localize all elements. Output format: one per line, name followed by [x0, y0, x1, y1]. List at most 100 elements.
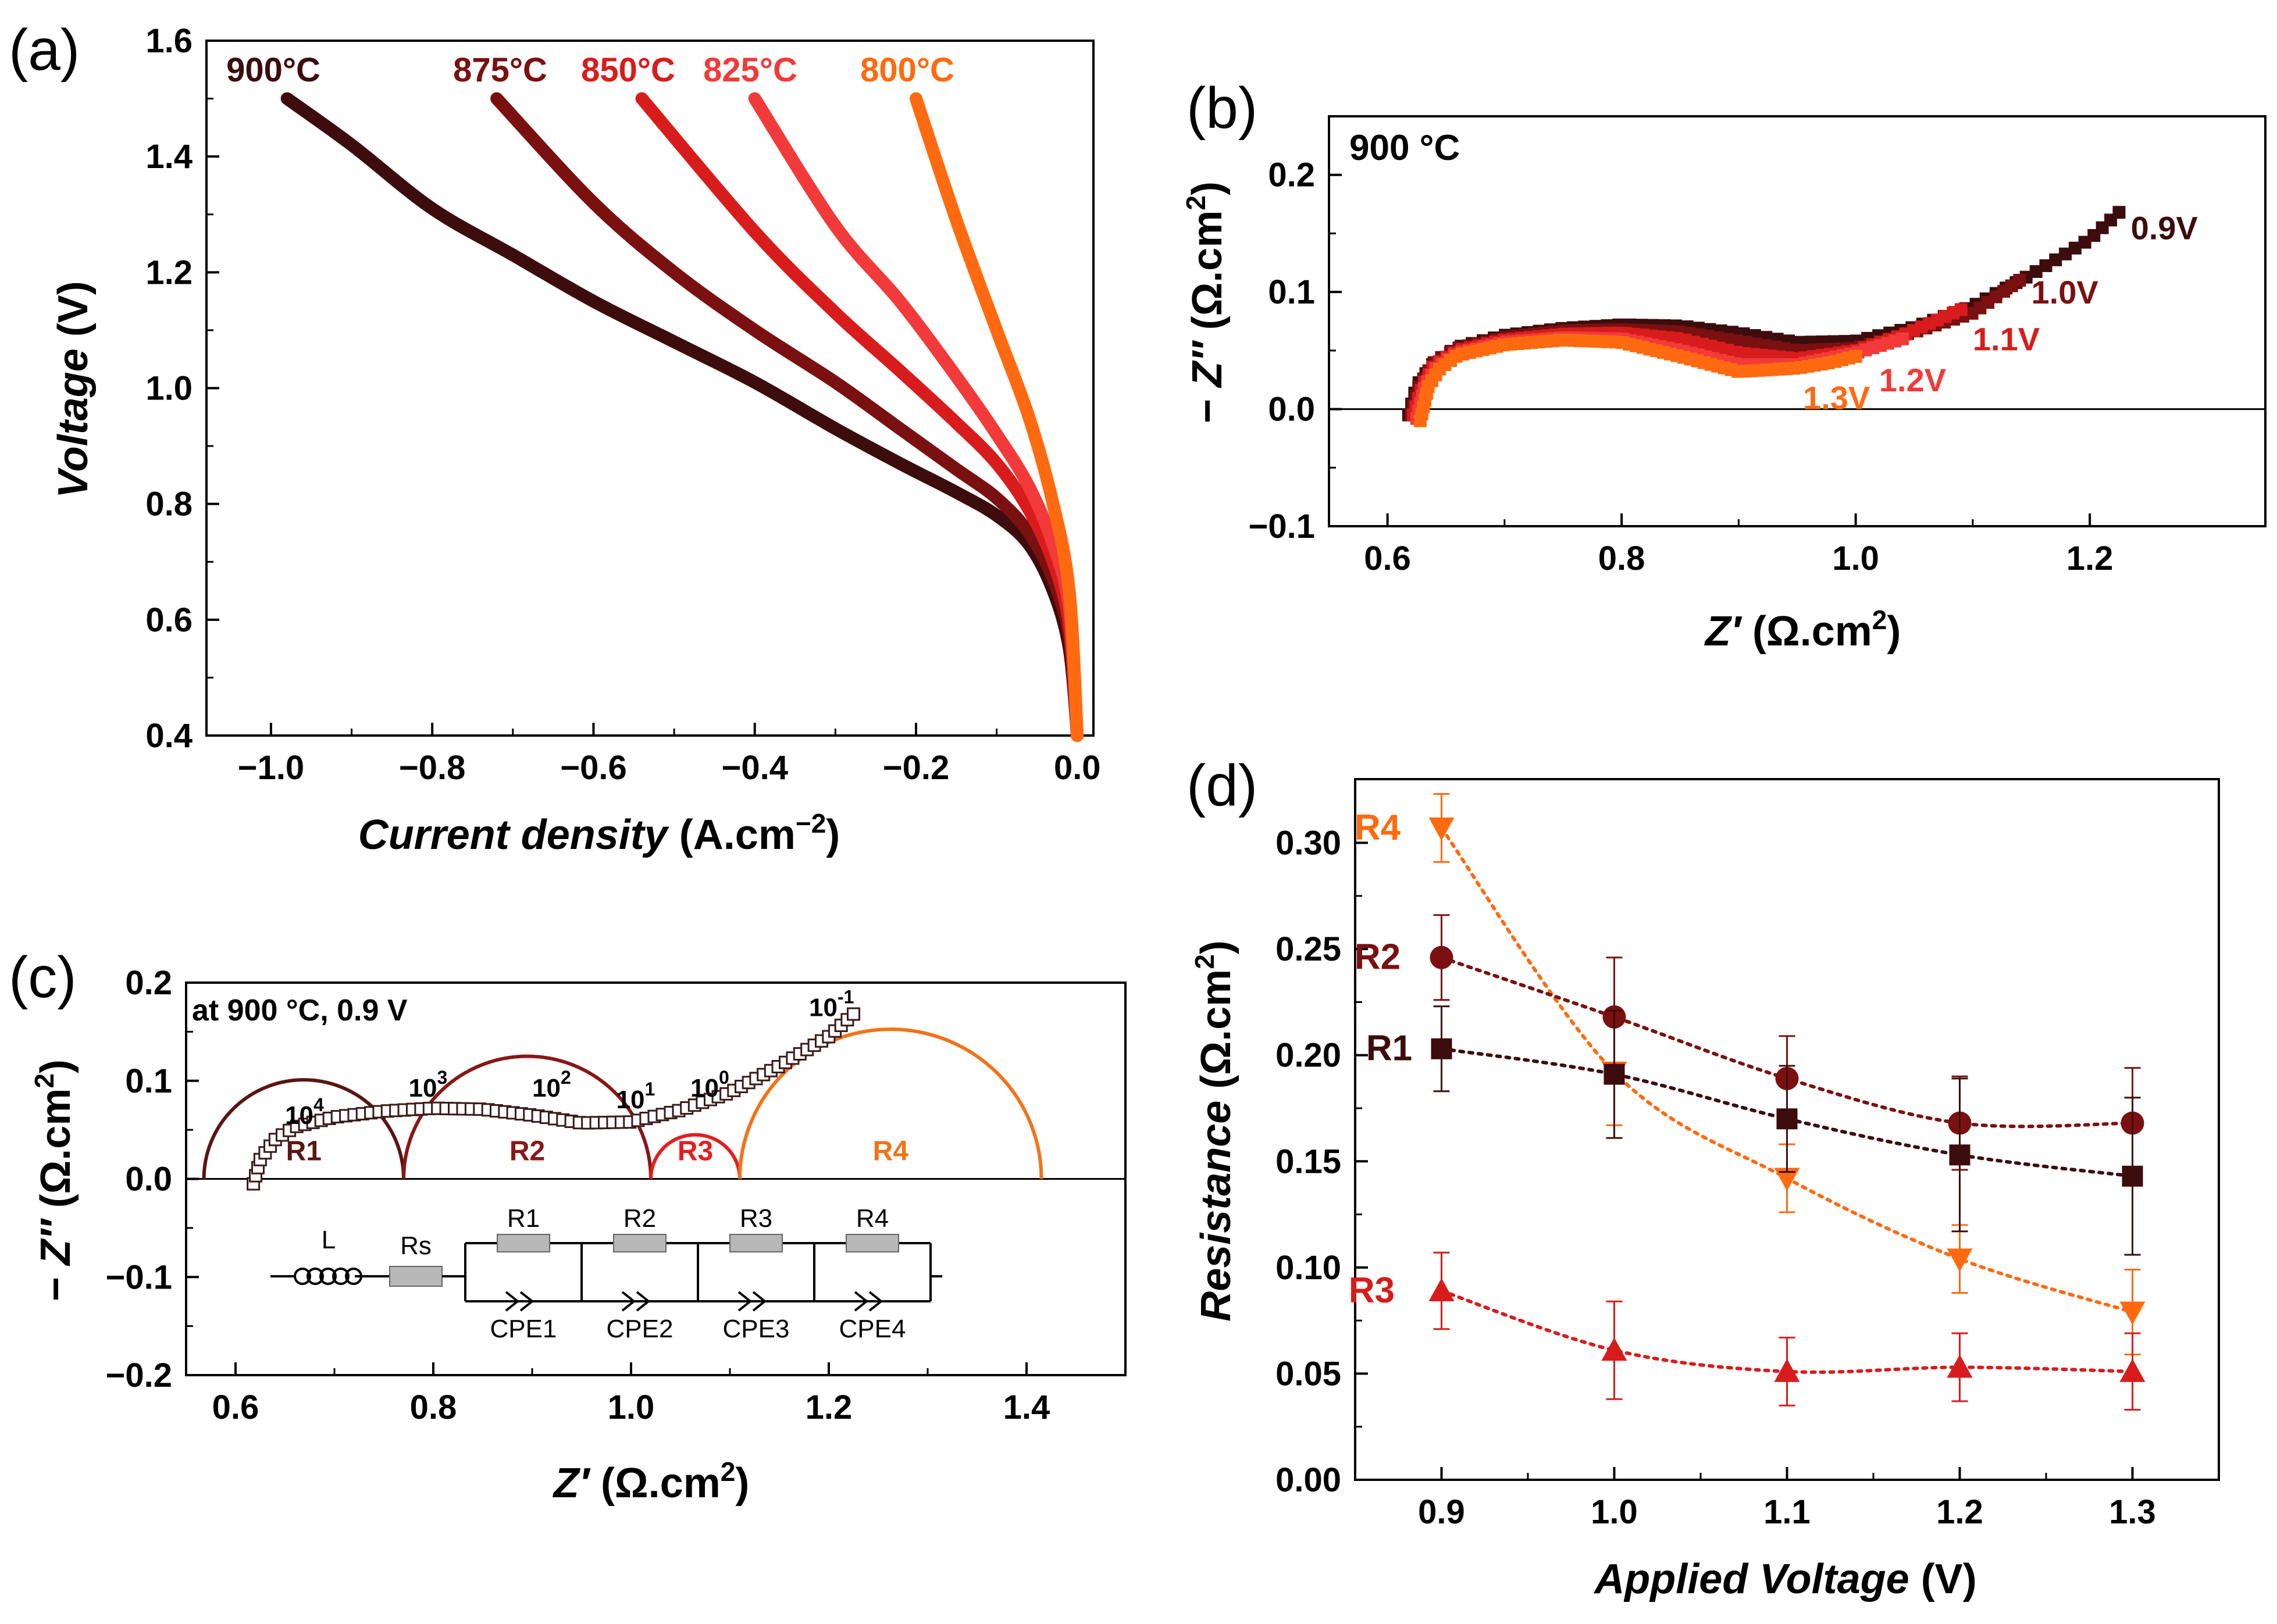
x-tick-label: −0.2	[883, 749, 950, 787]
y-axis-title-prefix: −	[33, 1265, 79, 1301]
freq-base: 10	[285, 1101, 313, 1130]
series-resistor	[389, 1266, 443, 1287]
y-tick-label: 0.2	[1268, 156, 1315, 194]
inductor-coil	[307, 1268, 324, 1285]
freq-label: 10-1	[809, 987, 854, 1022]
curve-annotation: 1.1V	[1973, 321, 2040, 358]
inductor-label: L	[322, 1226, 336, 1254]
x-tick-label: −0.6	[560, 749, 627, 787]
cpe-label: CPE1	[490, 1315, 557, 1343]
y-axis-title-unit: (V)	[50, 281, 97, 337]
data-point	[2049, 253, 2062, 266]
curve-annotation: 1.0V	[2032, 274, 2098, 310]
data-point	[1428, 1278, 1455, 1302]
x-axis-title-italic: Z′	[553, 1460, 601, 1507]
parallel-resistor	[846, 1234, 899, 1252]
measured-series	[247, 1007, 860, 1191]
series-R1: R1	[1366, 1005, 2143, 1256]
data-point	[2039, 259, 2052, 272]
data-point	[1603, 1063, 1625, 1085]
inductor-coil	[294, 1268, 311, 1285]
data-point	[1428, 817, 1455, 841]
curve-annotation: 0.9V	[2131, 209, 2198, 246]
cpe-label: CPE4	[839, 1315, 906, 1343]
y-tick-label: 0.00	[1275, 1461, 1341, 1499]
x-axis-title-italic: Z′	[1704, 608, 1752, 655]
resistor-label: R3	[740, 1204, 772, 1233]
x-axis-title-unit: (A.cm	[679, 812, 796, 858]
cpe-label: CPE3	[723, 1315, 790, 1343]
y-axis-title-sup: 2	[1181, 195, 1211, 210]
curve-annotation: 1.3V	[1803, 379, 1870, 416]
trend-line	[1439, 826, 2135, 1314]
y-tick-label: 0.4	[145, 717, 193, 755]
y-axis-title-sup: 2	[29, 1073, 59, 1088]
panel-label: (b)	[1186, 76, 1257, 141]
x-axis-title-italic: Current density	[358, 812, 679, 858]
panel-b: 0.6 0.8 1.0 1.2 −0.1 0.0 0.1 0.2 (b) 900 °C Z′ (Ω.…	[1181, 76, 2267, 655]
data-point	[1949, 1144, 1970, 1166]
y-tick-label: 0.1	[1268, 273, 1315, 311]
data-point	[2112, 206, 2126, 219]
y-tick-label: 0.1	[125, 1062, 172, 1100]
x-tick-label: −1.0	[238, 749, 305, 787]
data-point	[2068, 241, 2082, 255]
data-point	[2122, 1165, 2143, 1187]
y-tick-label: 1.0	[145, 370, 193, 408]
x-tick-label: 0.9	[1418, 1493, 1465, 1531]
x-tick-label: 0.6	[212, 1389, 259, 1426]
freq-exp: 3	[437, 1067, 447, 1088]
series-label: R2	[1355, 937, 1401, 977]
y-axis-title-unit: (Ω.cm	[33, 1088, 79, 1208]
y-tick-label: 0.20	[1275, 1037, 1341, 1075]
x-tick-label: 1.2	[806, 1389, 853, 1426]
series-label: 800°C	[860, 51, 954, 89]
y-tick-label: 1.6	[145, 22, 193, 60]
parallel-resistor	[497, 1234, 550, 1252]
cpe-symbol	[505, 1291, 534, 1312]
x-axis-title-sup: 2	[721, 1457, 736, 1487]
freq-exp: 1	[644, 1079, 655, 1100]
x-axis-title-sup: 2	[1872, 605, 1887, 635]
y-tick-label: −0.2	[106, 1357, 173, 1394]
series-line-800°C	[910, 92, 1084, 742]
freq-exp: 2	[561, 1067, 571, 1088]
x-axis-title: Current density (A.cm−2)	[358, 808, 840, 858]
x-axis-title-sup: −2	[796, 808, 826, 838]
x-axis-title: Applied Voltage (V)	[1593, 1556, 1976, 1602]
panel-label: (a)	[9, 17, 80, 83]
y-tick-label: 1.2	[145, 254, 193, 291]
y-axis-title-italic: Z″	[1184, 330, 1231, 388]
y-axis-title: Resistance (Ω.cm2)	[1189, 940, 1239, 1322]
data-point	[1849, 349, 1862, 363]
y-tick-label: −0.1	[1249, 508, 1316, 545]
freq-exp: 0	[719, 1067, 729, 1088]
data-point	[2029, 265, 2043, 279]
x-tick-label: 1.4	[1003, 1389, 1050, 1426]
panel-d: 0.9 1.0 1.1 1.2 1.3 0.00 0.05 0.10 0.15 0.20 0.25 0…	[1186, 753, 2220, 1602]
y-tick-label: 0.05	[1275, 1355, 1341, 1393]
x-axis-title: Z′ (Ω.cm2)	[1704, 605, 1901, 655]
data-point	[1431, 1038, 1452, 1059]
y-axis-title: Voltage (V)	[50, 281, 97, 498]
parallel-resistor	[613, 1234, 667, 1252]
x-axis-title-unit: (V)	[1921, 1556, 1977, 1602]
data-point	[2119, 1358, 2146, 1382]
series-label: 875°C	[453, 51, 547, 89]
y-tick-label: 0.0	[125, 1161, 172, 1198]
freq-base: 10	[409, 1074, 437, 1102]
y-axis-title-italic: Z″	[33, 1208, 79, 1266]
x-tick-label: 0.6	[1364, 540, 1411, 577]
x-axis-title: Z′ (Ω.cm2)	[553, 1457, 750, 1507]
inner-label: at 900 °C, 0.9 V	[192, 994, 408, 1027]
freq-base: 10	[690, 1074, 719, 1102]
y-axis-title-close: )	[1184, 181, 1231, 195]
series-R3: R3	[1349, 1251, 2146, 1411]
panel-a: −1.0 −0.8 −0.6 −0.4 −0.2 0.0 0.4 0.6 0.8 1.0 1.2 1.…	[9, 17, 1101, 858]
freq-base: 10	[532, 1074, 561, 1102]
y-axis-title-unit: (Ω.cm	[1184, 210, 1231, 330]
data-point	[1601, 1337, 1627, 1361]
data-point	[1954, 303, 1968, 316]
x-tick-label: 0.0	[1054, 749, 1101, 787]
